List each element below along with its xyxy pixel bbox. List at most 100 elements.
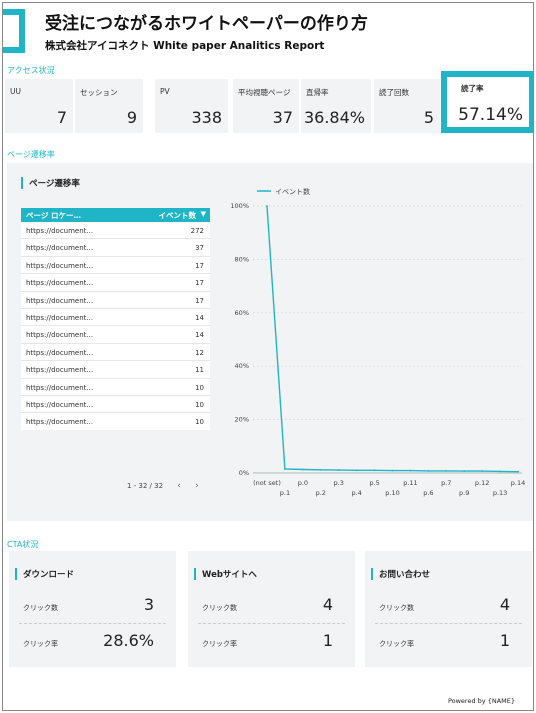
table-header: ページ ロケー… イベント数 ▼ <box>21 208 210 222</box>
x-tick-label: p.3 <box>334 479 344 487</box>
column-header-page[interactable]: ページ ロケー… <box>26 211 81 220</box>
data-point <box>391 469 394 472</box>
legend-label: イベント数 <box>275 187 310 196</box>
event-count-cell: 17 <box>195 279 204 288</box>
kpi-card-uu: UU 7 <box>5 79 73 133</box>
x-tick-label: (not set) <box>253 479 281 487</box>
click-count-value: 4 <box>322 595 333 614</box>
data-point <box>355 469 358 472</box>
x-tick-label: p.14 <box>511 479 525 487</box>
divider <box>19 623 166 624</box>
data-point <box>463 470 466 473</box>
y-tick-label: 60% <box>235 309 249 317</box>
table-row[interactable]: https://document... 12 <box>21 344 210 362</box>
table-row[interactable]: https://document... 14 <box>21 326 210 344</box>
event-count-cell: 272 <box>190 227 204 235</box>
table-row[interactable]: https://document... 272 <box>21 222 210 240</box>
kpi-label: 読了回数 <box>379 88 409 97</box>
kpi-value: 338 <box>191 108 222 127</box>
x-tick-label: p.6 <box>423 489 433 497</box>
kpi-label: 直帰率 <box>306 88 329 97</box>
data-point <box>373 469 376 472</box>
event-count-cell: 10 <box>195 418 204 427</box>
divider <box>375 623 522 624</box>
page-title: 受注につながるホワイトペーパーの作り方 <box>45 14 368 34</box>
kpi-value: 7 <box>56 108 67 127</box>
event-count-cell: 14 <box>195 313 204 322</box>
x-tick-label: p.10 <box>385 489 399 497</box>
kpi-card-read-count: 読了回数 5 <box>374 79 440 133</box>
page-subtitle: 株式会社アイコネクト White paper Analitics Report <box>45 40 325 52</box>
page-location-cell: https://document... <box>26 331 94 340</box>
data-point <box>445 469 448 472</box>
table-row[interactable]: https://document... 10 <box>21 396 210 414</box>
page-location-cell: https://document... <box>26 348 94 357</box>
table-row[interactable]: https://document... 17 <box>21 257 210 275</box>
kpi-card-avg-pages: 平均視聴ページ 37 <box>233 79 299 133</box>
page-location-cell: https://document... <box>26 313 94 322</box>
next-page-button[interactable]: › <box>195 481 199 491</box>
y-tick-label: 100% <box>230 202 249 210</box>
column-header-event-count[interactable]: イベント数 <box>158 211 197 220</box>
click-rate-label: クリック率 <box>379 640 414 648</box>
event-count-cell: 11 <box>195 366 204 375</box>
powered-by-footer: Powered by {NAME} <box>447 697 515 705</box>
event-count-cell: 14 <box>195 331 204 340</box>
click-count-value: 4 <box>499 595 510 614</box>
kpi-label: PV <box>160 87 170 96</box>
series-line-event-count <box>266 205 519 473</box>
event-count-cell: 17 <box>195 296 204 305</box>
event-count-cell: 37 <box>195 244 204 253</box>
sort-desc-icon[interactable]: ▼ <box>200 210 206 218</box>
kpi-label: 読了率 <box>461 84 484 93</box>
transition-panel: ページ遷移率 ページ ロケー… イベント数 ▼ https://document… <box>7 163 533 521</box>
page-location-cell: https://document... <box>26 296 94 305</box>
page-location-cell: https://document... <box>26 227 94 235</box>
data-point <box>337 469 340 471</box>
y-tick-label: 40% <box>235 362 249 370</box>
page-location-cell: https://document... <box>26 261 94 270</box>
table-row[interactable]: https://document... 17 <box>21 274 210 292</box>
click-count-label: クリック数 <box>379 604 414 612</box>
data-point <box>409 469 412 472</box>
kpi-label: UU <box>10 87 21 96</box>
cta-panel-contact: お問い合わせ クリック数 4 クリック率 1 <box>365 551 532 667</box>
prev-page-button[interactable]: ‹ <box>177 481 181 491</box>
x-tick-label: p.12 <box>475 479 489 487</box>
table-row[interactable]: https://document... 14 <box>21 309 210 327</box>
kpi-card-bounce-rate: 直帰率 36.84% <box>301 79 371 133</box>
section-label-access: アクセス状況 <box>7 66 55 75</box>
x-tick-label: p.1 <box>280 489 290 497</box>
table-row[interactable]: https://document... 37 <box>21 239 210 257</box>
kpi-card-read-rate: 読了率 57.14% <box>441 71 533 133</box>
page-location-cell: https://document... <box>26 400 94 409</box>
kpi-row: UU 7 セッション 9 PV 338 平均視聴ページ 37 直帰率 36.84… <box>5 71 533 133</box>
click-rate-value: 28.6% <box>103 631 154 650</box>
x-tick-label: p.11 <box>403 479 417 487</box>
x-tick-label: p.7 <box>441 479 451 487</box>
y-tick-label: 0% <box>239 469 249 477</box>
data-point <box>427 469 430 472</box>
event-count-cell: 10 <box>195 400 204 409</box>
kpi-card-pv: PV 338 <box>155 79 228 133</box>
table-row[interactable]: https://document... 11 <box>21 361 210 379</box>
kpi-card-sessions: セッション 9 <box>75 79 143 133</box>
cta-title: Webサイトへ <box>194 568 257 580</box>
data-point <box>319 468 322 471</box>
table-row[interactable]: https://document... 17 <box>21 292 210 309</box>
divider <box>198 623 345 624</box>
x-tick-label: p.2 <box>316 489 326 497</box>
data-point <box>481 470 484 473</box>
click-count-label: クリック数 <box>23 604 58 612</box>
event-count-cell: 12 <box>195 348 204 357</box>
click-rate-value: 1 <box>322 631 333 650</box>
kpi-value: 57.14% <box>458 105 523 125</box>
x-tick-label: p.0 <box>298 479 308 487</box>
table-row[interactable]: https://document... 10 <box>21 379 210 396</box>
page-table: ページ ロケー… イベント数 ▼ https://document... 272 h… <box>21 208 210 430</box>
y-tick-label: 80% <box>235 255 249 263</box>
table-row[interactable]: https://document... 10 <box>21 413 210 430</box>
x-tick-label: p.13 <box>493 489 507 497</box>
section-label-cta: CTA状況 <box>7 540 39 549</box>
